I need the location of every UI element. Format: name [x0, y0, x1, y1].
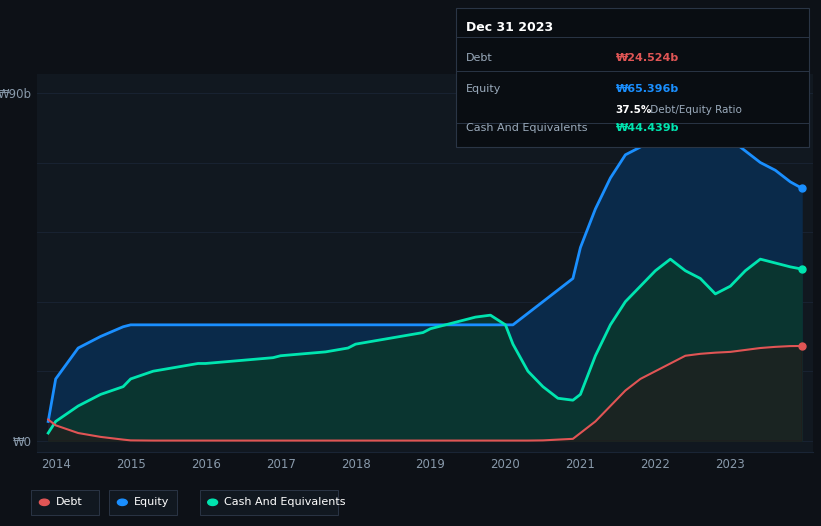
Text: Equity: Equity	[466, 84, 501, 94]
Text: ₩24.524b: ₩24.524b	[616, 53, 679, 63]
Text: ₩65.396b: ₩65.396b	[616, 84, 679, 94]
Text: Dec 31 2023: Dec 31 2023	[466, 22, 553, 34]
Text: Equity: Equity	[134, 497, 169, 508]
Text: Cash And Equivalents: Cash And Equivalents	[466, 123, 587, 134]
Text: ₩44.439b: ₩44.439b	[616, 123, 679, 134]
Text: Debt: Debt	[466, 53, 493, 63]
Text: 37.5%: 37.5%	[616, 105, 652, 115]
Text: Debt: Debt	[56, 497, 83, 508]
Text: Cash And Equivalents: Cash And Equivalents	[224, 497, 346, 508]
Text: Debt/Equity Ratio: Debt/Equity Ratio	[647, 105, 742, 115]
